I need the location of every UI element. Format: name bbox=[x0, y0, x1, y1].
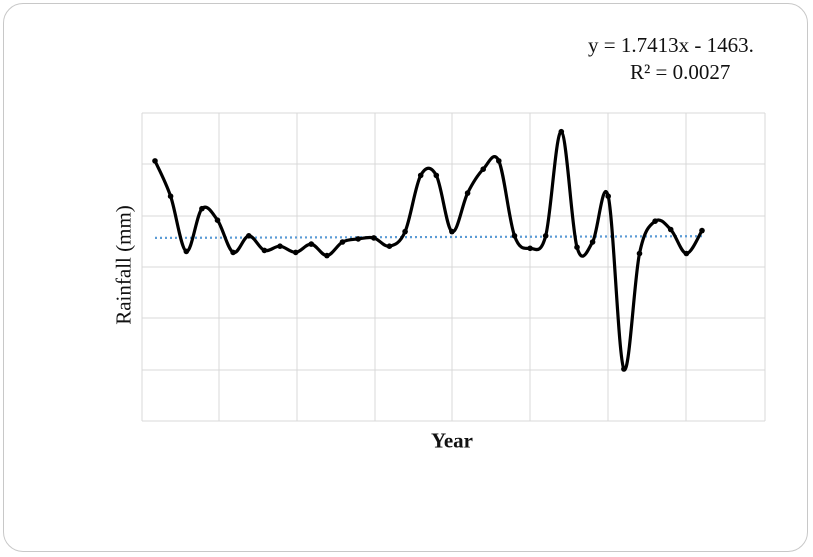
trendline-equation: y = 1.7413x - 1463. bbox=[588, 33, 754, 57]
data-points bbox=[152, 128, 705, 372]
data-point bbox=[667, 226, 674, 233]
data-point bbox=[683, 250, 690, 257]
data-point bbox=[605, 193, 611, 199]
data-point bbox=[246, 233, 252, 239]
data-point bbox=[277, 243, 283, 249]
data-point bbox=[574, 244, 580, 250]
rainfall-series-line bbox=[153, 130, 704, 371]
data-point bbox=[183, 248, 190, 255]
data-point bbox=[152, 158, 158, 164]
data-point bbox=[558, 128, 565, 135]
data-point bbox=[355, 236, 362, 242]
data-point bbox=[636, 250, 643, 257]
chart-frame bbox=[3, 3, 808, 552]
y-axis-label: Rainfall (mm) bbox=[111, 205, 136, 325]
data-point bbox=[542, 233, 549, 239]
data-point bbox=[371, 235, 377, 241]
x-axis-label: Year bbox=[431, 428, 473, 453]
data-point bbox=[417, 172, 424, 179]
data-point bbox=[449, 228, 455, 235]
data-point bbox=[386, 243, 393, 249]
data-point bbox=[589, 239, 596, 245]
data-point bbox=[308, 241, 315, 247]
data-point bbox=[339, 239, 346, 245]
data-point bbox=[464, 190, 471, 196]
data-point bbox=[511, 233, 518, 239]
data-point bbox=[261, 247, 268, 254]
data-point bbox=[214, 217, 221, 223]
data-point bbox=[402, 228, 408, 235]
trendline bbox=[154, 235, 703, 239]
grid-lines bbox=[141, 112, 766, 422]
data-point bbox=[199, 205, 205, 212]
data-point bbox=[324, 252, 330, 259]
trendline-r-squared: R² = 0.0027 bbox=[630, 60, 731, 84]
data-point bbox=[433, 172, 440, 179]
data-point bbox=[652, 218, 658, 224]
data-point bbox=[480, 166, 487, 172]
data-point bbox=[230, 249, 236, 256]
data-point bbox=[496, 158, 502, 164]
data-point bbox=[527, 245, 533, 252]
data-point bbox=[699, 227, 705, 234]
data-point bbox=[292, 249, 299, 256]
data-point bbox=[167, 193, 174, 199]
data-point bbox=[621, 366, 627, 372]
